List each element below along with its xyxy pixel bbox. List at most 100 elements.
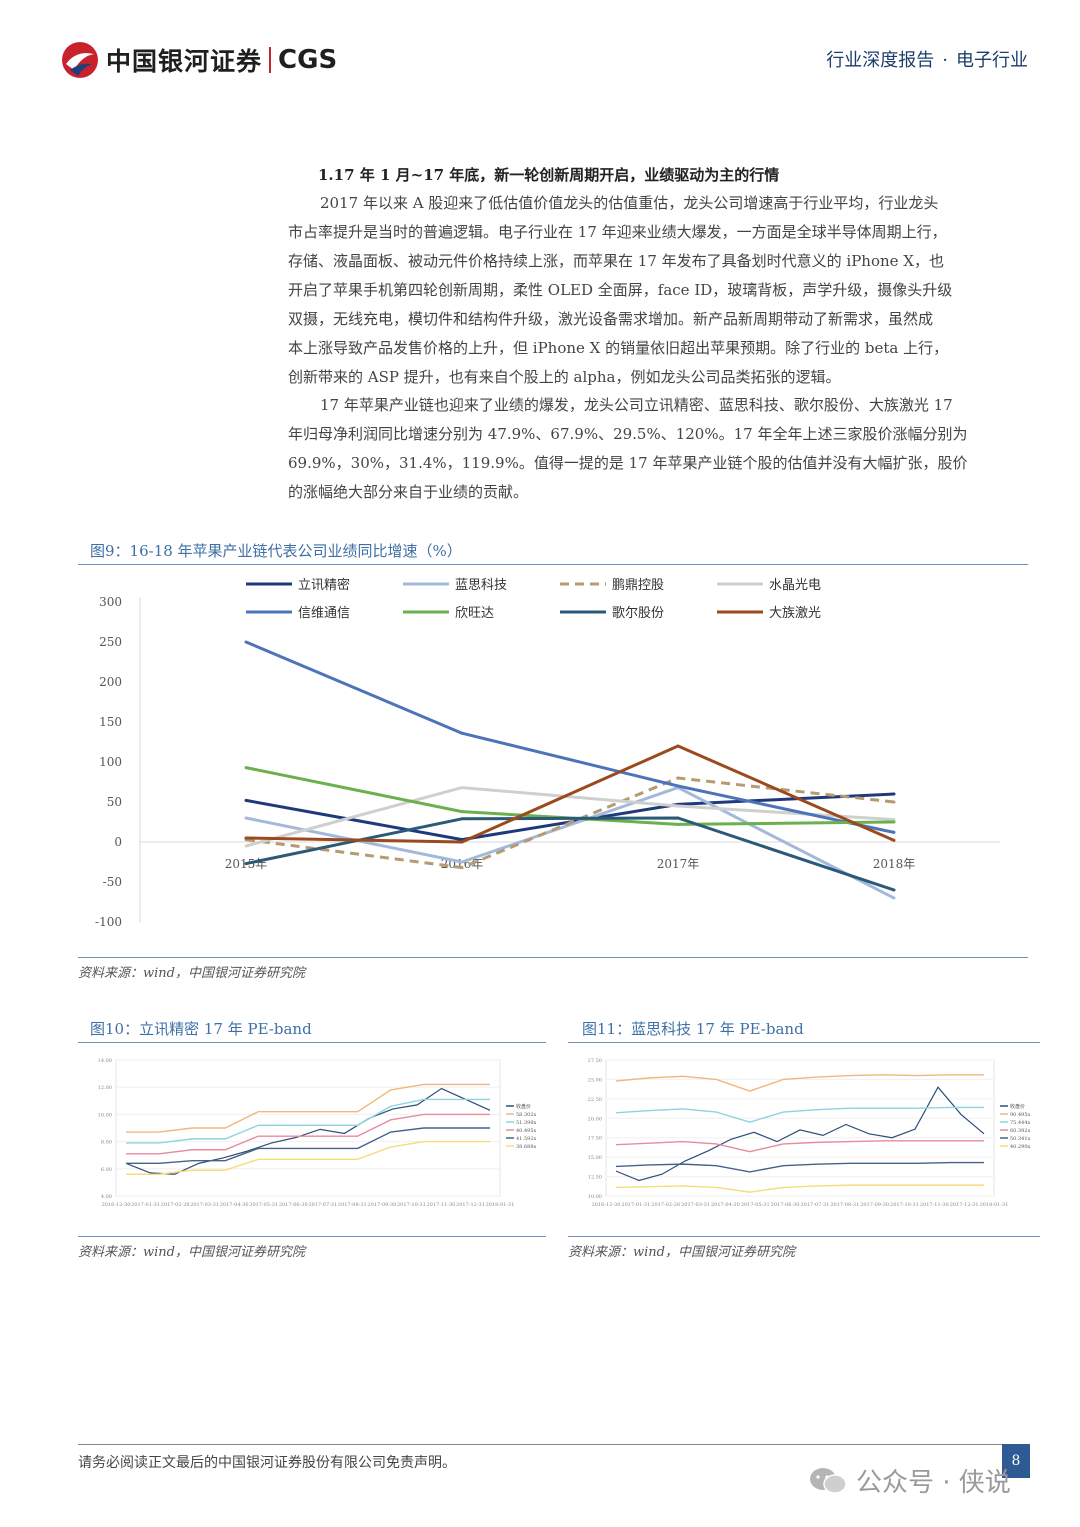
watermark: 公众号 · 侠说: [808, 1462, 1011, 1499]
x-tick-label: 2017-03-31: [190, 1202, 219, 1208]
data-point: [244, 816, 248, 820]
legend-label: 蓝思科技: [455, 578, 507, 593]
brand-name: 中国银河证券: [106, 47, 263, 76]
x-tick-label: 2017-10-31: [397, 1202, 426, 1208]
data-point: [460, 860, 464, 864]
x-tick-label: 2017-07-31: [801, 1202, 830, 1208]
data-point: [460, 840, 464, 844]
y-tick-label: 6.00: [101, 1167, 112, 1173]
y-tick-label: 250: [99, 635, 122, 649]
data-point: [892, 792, 896, 796]
paragraph-line: 年归母净利润同比增速分别为 47.9%、67.9%、29.5%、120%。17 …: [288, 425, 968, 443]
x-tick-label: 2017-06-30: [771, 1202, 800, 1208]
data-point: [892, 820, 896, 824]
y-tick-label: 10.00: [98, 1112, 112, 1118]
y-tick-label: 12.50: [588, 1175, 602, 1181]
y-tick-label: 17.50: [588, 1136, 602, 1142]
brand-divider: [269, 47, 272, 73]
x-tick-label: 2017-11-30: [427, 1202, 456, 1208]
x-tick-label: 2016-12-30: [592, 1202, 621, 1208]
x-tick-label: 2017-12-31: [456, 1202, 485, 1208]
data-point: [892, 830, 896, 834]
pe-band-line-4: [126, 1127, 490, 1165]
x-tick-label: 2018-01-31: [980, 1202, 1009, 1208]
data-point: [244, 798, 248, 802]
pe-band-line-4: [615, 1161, 984, 1173]
legend-label: 90.495x: [1010, 1112, 1030, 1118]
brand-name-en: CGS: [278, 45, 338, 75]
data-point: [676, 744, 680, 748]
paragraph-line: 的涨幅绝大部分来自于业绩的贡献。: [288, 483, 529, 501]
x-tick-label: 2016-12-30: [102, 1202, 131, 1208]
legend-label: 收盘价: [516, 1103, 531, 1110]
data-point: [460, 817, 464, 821]
pe-band-line-1: [615, 1074, 984, 1092]
figure10-top-rule: [78, 1042, 546, 1043]
report-header-label: 行业深度报告 · 电子行业: [826, 46, 1028, 72]
legend-label: 75.444x: [1010, 1120, 1030, 1126]
series-line-8: [245, 744, 895, 844]
paragraph-line: 创新带来的 ASP 提升，也有来自个股上的 alpha，例如龙头公司品类拓张的逻…: [288, 368, 841, 386]
y-tick-label: 25.00: [588, 1077, 602, 1083]
footer-rule: [78, 1444, 1028, 1445]
y-tick-label: 0: [114, 835, 122, 849]
x-tick-label: 2017-08-31: [830, 1202, 859, 1208]
legend-label: 大族激光: [769, 605, 821, 621]
x-tick-label: 2017-02-28: [651, 1202, 680, 1208]
x-tick-label: 2017-09-30: [860, 1202, 889, 1208]
x-tick-label: 2017-08-31: [338, 1202, 367, 1208]
y-tick-label: 10.00: [588, 1194, 602, 1200]
figure11-source: 资料来源：wind，中国银河证券研究院: [568, 1245, 795, 1260]
x-tick-label: 2017-05-31: [741, 1202, 770, 1208]
legend-label: 60.392x: [1010, 1128, 1030, 1134]
x-tick-label: 2017-01-31: [621, 1202, 650, 1208]
y-tick-label: 200: [99, 675, 122, 689]
report-type: 行业深度报告: [826, 50, 935, 71]
data-point: [892, 896, 896, 900]
data-point: [244, 766, 248, 770]
legend-label: 38.688x: [516, 1144, 536, 1150]
legend-label: 收盘价: [1010, 1103, 1025, 1110]
legend-label: 歌尔股份: [612, 606, 664, 621]
y-tick-label: 12.00: [98, 1085, 112, 1091]
data-point: [460, 810, 464, 814]
paragraph-line: 市占率提升是当时的普遍逻辑。电子行业在 17 年迎来业绩大爆发，一方面是全球半导…: [288, 223, 947, 241]
x-tick-label: 2017-05-31: [249, 1202, 278, 1208]
pe-band-line-3: [615, 1140, 984, 1153]
data-point: [892, 888, 896, 892]
x-tick-label: 2017年: [657, 857, 700, 871]
figure9-line-chart: 300250200150100500-50-1002015年2016年2017年…: [95, 577, 1000, 929]
data-point: [244, 844, 248, 848]
figure11-top-rule: [568, 1042, 1040, 1043]
cgs-logo-icon: [62, 42, 98, 78]
legend-label: 50.341x: [1010, 1136, 1030, 1142]
x-tick-label: 2017-03-31: [681, 1202, 710, 1208]
legend-label: 41.592x: [516, 1136, 536, 1142]
legend-label: 信维通信: [298, 606, 350, 621]
data-point: [676, 822, 680, 826]
legend-label: 51.398x: [516, 1120, 536, 1126]
paragraph-line: 双摄，无线充电，模切件和结构件升级，激光设备需求增加。新产品新周期带动了新需求，…: [288, 310, 934, 328]
data-point: [244, 640, 248, 644]
data-point: [676, 776, 680, 780]
x-tick-label: 2018-01-31: [486, 1202, 515, 1208]
x-tick-label: 2017-10-31: [890, 1202, 919, 1208]
pe-band-line-2: [126, 1098, 490, 1144]
y-tick-label: 22.50: [588, 1097, 602, 1103]
x-tick-label: 2018年: [873, 857, 916, 871]
paragraph-2: 17 年苹果产业链也迎来了业绩的爆发，龙头公司立讯精密、蓝思科技、歌尔股份、大族…: [288, 391, 1028, 507]
y-tick-label: 50: [107, 795, 122, 809]
y-tick-label: -50: [103, 875, 122, 889]
watermark-text: 公众号 · 侠说: [856, 1468, 1011, 1498]
legend-label: 鹏鼎控股: [612, 578, 664, 593]
close-price-line: [125, 1087, 491, 1175]
figure9-bottom-rule: [78, 957, 1028, 958]
paragraph-line: 本上涨导致产品发售价格的上升，但 iPhone X 的销量依旧超出苹果预期。除了…: [288, 339, 949, 357]
y-tick-label: 150: [99, 715, 122, 729]
legend-label: 欣旺达: [455, 606, 494, 621]
figure11-caption: 图11：蓝思科技 17 年 PE-band: [582, 1020, 804, 1038]
paragraph-line: 69.9%，30%，31.4%，119.9%。值得一提的是 17 年苹果产业链个…: [288, 454, 968, 472]
x-tick-label: 2017-12-31: [950, 1202, 979, 1208]
y-tick-label: 300: [99, 595, 122, 609]
